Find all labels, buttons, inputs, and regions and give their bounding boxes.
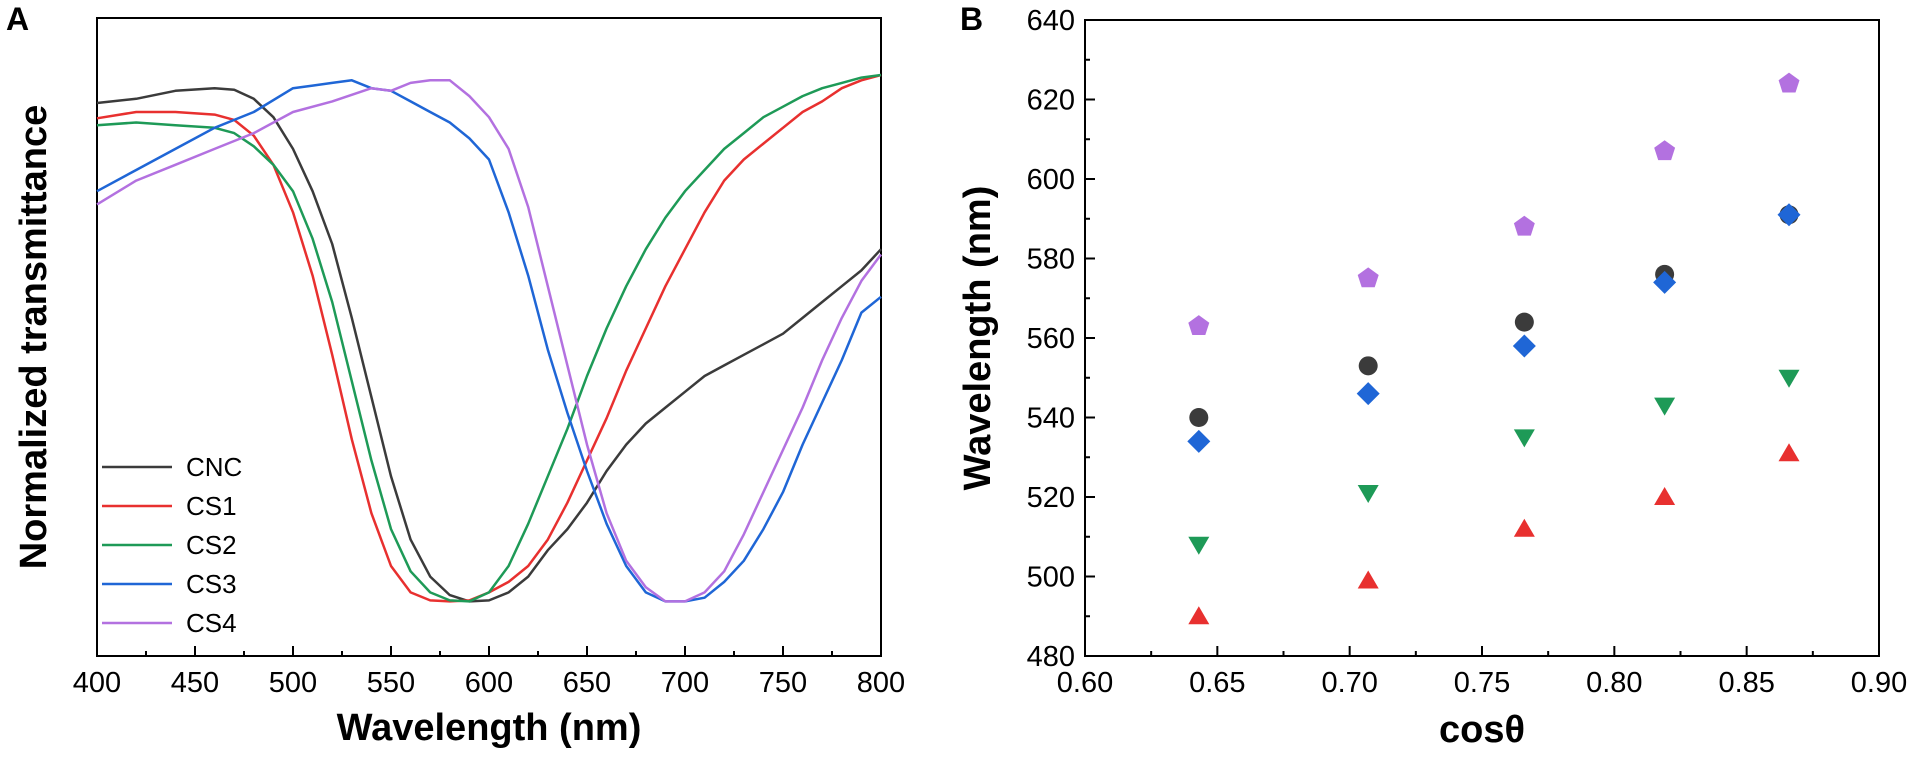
panel-a-x-tick-label: 550: [367, 667, 415, 699]
point-cs2: [1654, 397, 1676, 416]
point-cs4: [1357, 267, 1379, 288]
panel-b-x-tick-label: 0.90: [1851, 667, 1907, 699]
legend-label-cs3: CS3: [186, 569, 237, 599]
series-line-cs3: [96, 79, 882, 603]
point-cs3: [1187, 429, 1211, 453]
panel-b-y-tick-label: 500: [1027, 562, 1075, 594]
series-line-cs2: [96, 73, 882, 603]
point-cs3: [1356, 382, 1380, 406]
legend-label-cs4: CS4: [186, 608, 237, 638]
point-cs2: [1188, 536, 1210, 555]
point-cs3: [1653, 270, 1677, 294]
panel-b-x-tick-label: 0.75: [1454, 667, 1510, 699]
point-cs1: [1778, 443, 1800, 462]
panel-b: B 0.60 0.65 0.70 0.75 0.80 0.85 0.90 480 500 520…: [957, 1, 1907, 751]
legend-label-cnc: CNC: [186, 452, 242, 482]
panel-a-x-tick-label: 800: [857, 667, 905, 699]
point-cs4: [1188, 315, 1210, 335]
panel-b-x-tick-label: 0.70: [1321, 667, 1377, 699]
panel-b-x-axis-title: cosθ: [1439, 709, 1525, 751]
point-cs4: [1778, 72, 1800, 93]
legend-label-cs2: CS2: [186, 530, 237, 560]
point-cs1: [1513, 518, 1535, 537]
point-cs3: [1512, 334, 1536, 358]
panel-b-label: B: [960, 1, 983, 37]
point-cs1: [1654, 487, 1676, 505]
panel-b-y-tick-label: 580: [1027, 244, 1075, 276]
series-line-cnc: [96, 86, 882, 603]
panel-b-x-tick-label: 0.65: [1189, 667, 1245, 699]
series-line-cs1: [96, 73, 882, 603]
panel-a-x-tick-label: 600: [465, 667, 513, 699]
panel-b-y-tick-label: 480: [1027, 641, 1075, 673]
panel-a: A 400 450 500 550 600 650 700 750 800 CNCCS1CS2C…: [6, 1, 905, 749]
panel-b-y-tick-label: 620: [1027, 85, 1075, 117]
panel-a-x-tick-label: 750: [759, 667, 807, 699]
point-cnc: [1358, 356, 1378, 376]
point-cs4: [1513, 215, 1535, 236]
series-line-cs4: [96, 79, 883, 603]
point-cs2: [1778, 369, 1800, 388]
panel-a-x-ticks: 400 450 500 550 600 650 700 750 800: [73, 646, 905, 699]
panel-b-y-tick-label: 540: [1027, 403, 1075, 435]
panel-b-y-tick-label: 520: [1027, 482, 1075, 514]
point-cs1: [1357, 570, 1379, 589]
panel-b-x-tick-label: 0.80: [1586, 667, 1642, 699]
point-cnc: [1514, 312, 1534, 332]
panel-b-y-tick-label: 600: [1027, 164, 1075, 196]
panel-a-x-tick-label: 400: [73, 667, 121, 699]
panel-b-y-axis-title: Wavelength (nm): [957, 186, 999, 491]
panel-b-y-ticks: 480 500 520 540 560 580 600 620 640: [1027, 5, 1095, 673]
point-cnc: [1189, 408, 1209, 427]
panel-a-lines: [96, 73, 883, 603]
panel-a-x-axis-title: Wavelength (nm): [337, 707, 642, 749]
panel-a-x-tick-label: 650: [563, 667, 611, 699]
panel-b-x-tick-label: 0.60: [1057, 667, 1113, 699]
panel-b-y-tick-label: 640: [1027, 5, 1075, 37]
panel-a-label: A: [6, 1, 29, 37]
panel-a-x-tick-label: 500: [269, 667, 317, 699]
point-cs4: [1654, 140, 1676, 161]
panel-a-x-tick-label: 700: [661, 667, 709, 699]
point-cs2: [1357, 485, 1379, 504]
panel-b-x-ticks: 0.60 0.65 0.70 0.75 0.80 0.85 0.90: [1057, 646, 1907, 699]
point-cs3: [1777, 203, 1801, 227]
panel-a-legend: CNC CS1 CS2 CS3 CS4: [102, 452, 242, 638]
panel-a-x-tick-label: 450: [171, 667, 219, 699]
panel-b-plot-frame: [1084, 19, 1880, 657]
panel-b-points: [1187, 72, 1801, 625]
legend-label-cs1: CS1: [186, 491, 237, 521]
panel-a-y-axis-title: Normalized transmittance: [13, 105, 55, 570]
panel-b-x-tick-label: 0.85: [1718, 667, 1774, 699]
panel-b-y-tick-label: 560: [1027, 323, 1075, 355]
point-cs1: [1188, 606, 1210, 625]
point-cs2: [1513, 429, 1535, 448]
